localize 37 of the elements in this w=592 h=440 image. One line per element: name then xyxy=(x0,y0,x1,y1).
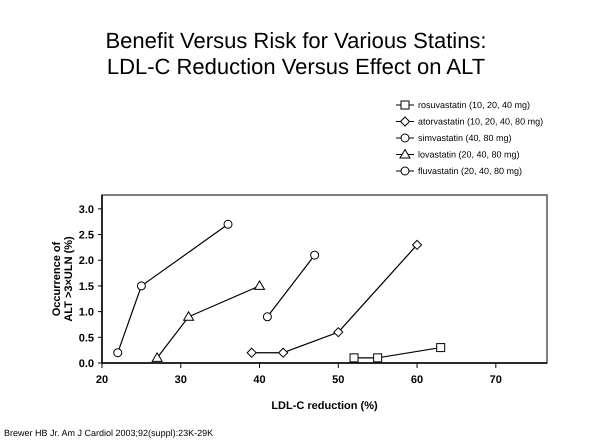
point xyxy=(278,348,288,358)
point xyxy=(136,281,146,290)
y-tick-label: 0.5 xyxy=(78,332,94,344)
point xyxy=(350,353,359,362)
point xyxy=(436,343,446,352)
x-tick-label: 40 xyxy=(253,374,266,386)
point xyxy=(113,348,122,358)
point xyxy=(412,240,422,250)
x-tick-label: 30 xyxy=(174,374,187,386)
y-tick-label: 1.0 xyxy=(78,306,94,319)
point xyxy=(183,311,194,321)
y-tick-label: 2.5 xyxy=(78,230,94,242)
chart-title: Benefit Versus Risk for Various Statins: LDL-C Reduction Versus Effect on ALT xyxy=(105,28,487,79)
legend-label: fluvastatin (20, 40, 80 mg) xyxy=(418,166,522,176)
point xyxy=(373,353,382,362)
text: Brewer HB Jr. Am J Cardiol 2003;92(suppl):23K-29K xyxy=(4,428,214,438)
x-tick-label: 50 xyxy=(332,374,344,386)
point xyxy=(224,220,233,229)
point xyxy=(262,312,272,322)
x-tick-label: 20 xyxy=(96,374,108,386)
legend-label: lovastatin (20, 40, 80 mg) xyxy=(418,150,520,160)
y-tick-label: 3.0 xyxy=(78,204,94,216)
point xyxy=(333,327,344,338)
x-tick-label: 70 xyxy=(490,374,502,386)
y-axis-title: Occurrence of ALT >3×ULN (%) xyxy=(51,236,75,322)
x-axis-title: LDL-C reduction (%) xyxy=(271,400,378,412)
point xyxy=(254,280,266,290)
y-tick-label: 1.5 xyxy=(78,280,94,293)
y-tick-label: 0.0 xyxy=(78,358,94,370)
point xyxy=(310,250,320,260)
legend-label: simvastatin (40, 80 mg) xyxy=(418,133,512,143)
x-tick-label: 60 xyxy=(410,374,424,386)
point xyxy=(246,348,257,358)
y-tick-label: 2.0 xyxy=(78,255,94,268)
point xyxy=(152,352,163,362)
legend-label: rosuvastatin (10, 20, 40 mg) xyxy=(418,100,530,110)
legend-label: atorvastatin (10, 20, 40, 80 mg) xyxy=(418,116,544,126)
